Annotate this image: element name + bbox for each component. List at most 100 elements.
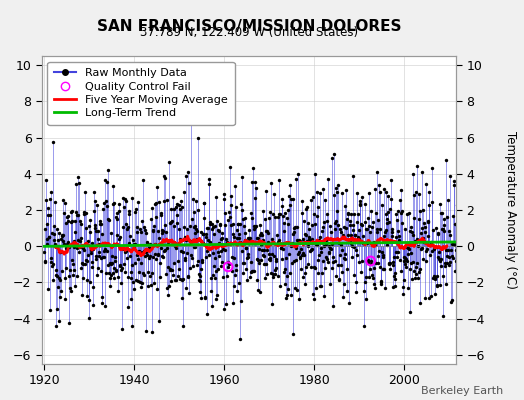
Point (238, 174, 246, 180)
Point (133, 224, 141, 230)
Point (319, 224, 327, 230)
Point (450, 182, 458, 188)
Point (134, 255, 142, 262)
Point (363, 259, 372, 265)
Point (254, 257, 263, 264)
Point (185, 265, 194, 271)
Point (139, 270, 148, 276)
Point (374, 253, 383, 260)
Point (217, 234, 226, 241)
Point (386, 206, 394, 212)
Point (383, 242, 391, 249)
Point (314, 270, 322, 276)
Point (159, 254, 167, 260)
Point (315, 252, 323, 258)
Point (55, 318, 63, 324)
Point (388, 229, 397, 235)
Point (247, 269, 256, 275)
Point (357, 258, 366, 264)
Point (117, 267, 125, 274)
Point (399, 284, 407, 290)
Point (407, 250, 415, 256)
Point (131, 209, 139, 215)
Point (373, 229, 381, 235)
Point (276, 283, 284, 289)
Point (203, 248, 211, 254)
Point (311, 221, 320, 227)
Point (206, 275, 215, 281)
Point (232, 262, 240, 268)
Point (77, 265, 85, 272)
Point (445, 228, 453, 234)
Point (50, 223, 59, 230)
Point (194, 271, 203, 278)
Point (386, 266, 394, 272)
Point (352, 247, 360, 254)
Point (343, 216, 352, 222)
Point (300, 252, 309, 258)
Point (426, 241, 434, 248)
Point (340, 281, 348, 287)
Point (170, 223, 178, 229)
Point (134, 278, 143, 284)
Point (99, 254, 107, 260)
Point (191, 223, 199, 230)
Point (321, 254, 330, 260)
Point (365, 274, 373, 280)
Point (244, 254, 252, 260)
Point (237, 207, 246, 214)
Point (312, 285, 320, 291)
Point (293, 171, 302, 178)
Point (212, 194, 220, 200)
Point (238, 248, 246, 254)
Point (129, 244, 138, 250)
Point (57, 288, 65, 294)
Point (61, 275, 69, 281)
Point (453, 276, 462, 282)
Point (51, 267, 60, 273)
Point (41, 258, 50, 265)
Point (326, 229, 335, 236)
Point (227, 202, 236, 208)
Point (102, 248, 111, 254)
Point (317, 283, 325, 289)
Point (109, 201, 117, 207)
Point (375, 188, 384, 195)
Point (400, 276, 408, 283)
Point (342, 225, 351, 232)
Point (87, 246, 95, 253)
Point (207, 288, 215, 294)
Point (160, 248, 169, 254)
Point (216, 222, 224, 228)
Point (101, 177, 110, 183)
Point (446, 259, 454, 265)
Point (336, 252, 344, 258)
Point (413, 242, 422, 249)
Point (60, 209, 69, 216)
Point (225, 214, 234, 220)
Point (350, 272, 358, 278)
Point (433, 230, 442, 237)
Point (178, 204, 187, 210)
Point (279, 246, 287, 253)
Point (294, 251, 302, 258)
Point (195, 278, 204, 284)
Point (116, 234, 124, 240)
Point (309, 291, 318, 297)
Point (442, 259, 451, 266)
Point (141, 230, 150, 236)
Point (281, 210, 289, 217)
Point (152, 256, 160, 263)
Point (119, 224, 128, 230)
Point (104, 167, 112, 174)
Point (252, 223, 260, 230)
Point (140, 248, 148, 254)
Point (339, 294, 347, 300)
Point (252, 224, 260, 230)
Point (85, 279, 94, 285)
Point (124, 224, 133, 231)
Point (129, 237, 137, 243)
Point (105, 270, 113, 276)
Point (305, 248, 314, 254)
Point (333, 262, 342, 268)
